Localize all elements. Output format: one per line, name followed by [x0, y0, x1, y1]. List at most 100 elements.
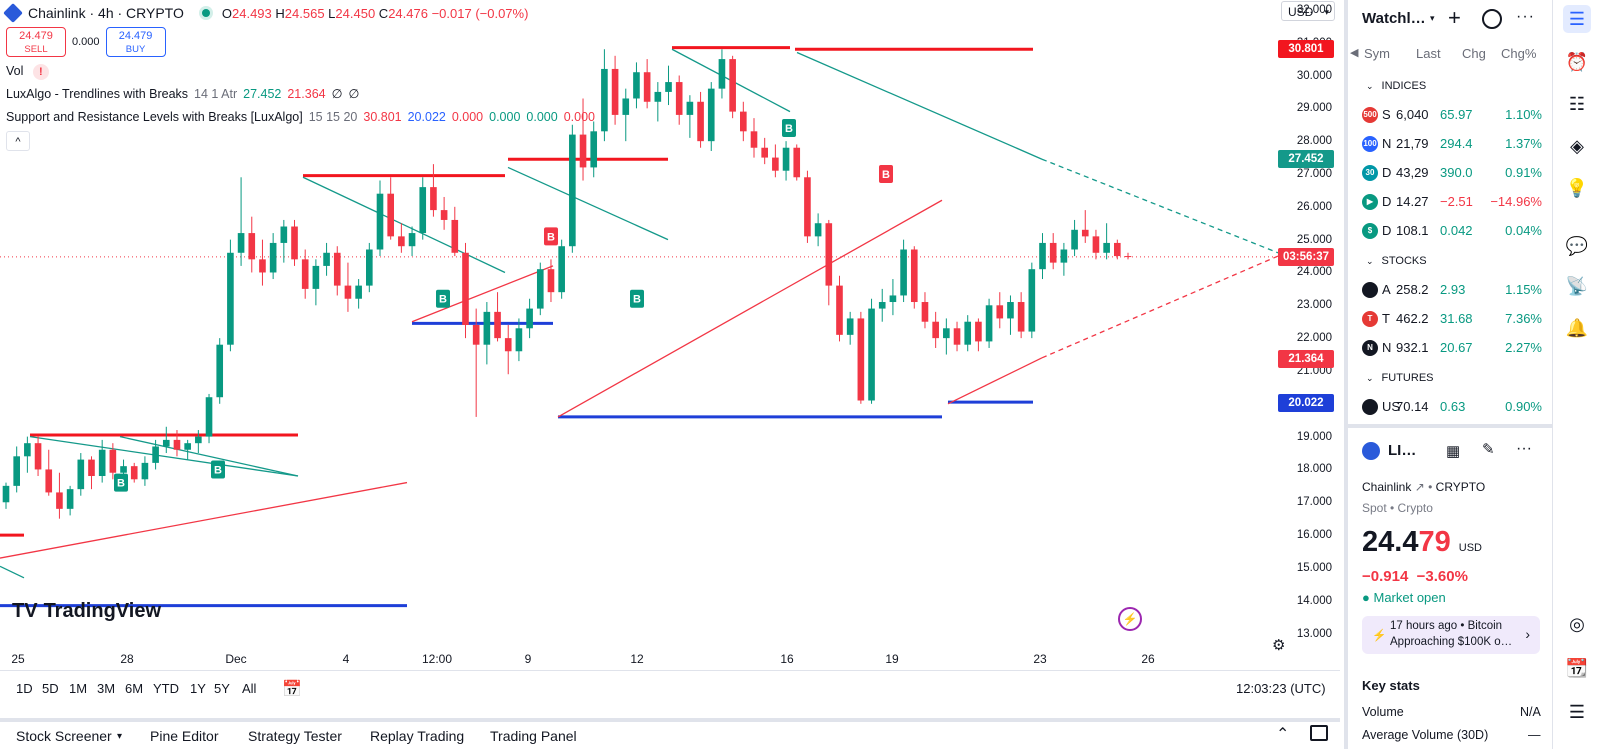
tab-strategy-tester[interactable]: Strategy Tester — [248, 728, 342, 744]
watchlist-row[interactable]: 100 N 21,79 294.4 1.37% — [1348, 129, 1556, 159]
notifications-bell-icon[interactable]: 🔔 — [1565, 318, 1589, 338]
lightning-icon[interactable]: ⚡ — [1118, 607, 1142, 631]
chevron-down-icon[interactable]: ▾ — [117, 731, 123, 742]
watchlist-list-icon[interactable]: ☰ — [1563, 5, 1591, 33]
alarm-clock-icon[interactable]: ⏰ — [1565, 52, 1589, 72]
details-symbol[interactable]: LI… — [1388, 442, 1417, 459]
add-list-icon[interactable]: ☷ — [1568, 94, 1586, 114]
break-marker — [114, 473, 128, 492]
candle-body — [611, 68, 619, 115]
candle-body — [34, 443, 42, 470]
edit-icon[interactable]: ✎ — [1482, 441, 1495, 458]
streams-icon[interactable]: 📡 — [1565, 276, 1589, 296]
watchlist-section-header[interactable]: ⌄ FUTURES — [1366, 372, 1434, 384]
candle-body — [836, 285, 843, 335]
range-5y-button[interactable]: 5Y — [214, 681, 230, 696]
time-axis[interactable]: 25 28 Dec 4 12:00 9 12 16 19 23 26 — [0, 650, 1278, 670]
watchlist-title[interactable]: Watchl… — [1362, 10, 1426, 27]
ideas-bulb-icon[interactable]: 💡 — [1565, 178, 1589, 198]
tab-stock-screener[interactable]: Stock Screener — [16, 728, 112, 744]
chevron-down-icon: ▾ — [1324, 7, 1329, 17]
trendline-down — [507, 166, 669, 241]
candle-body — [579, 134, 587, 168]
watchlist-row[interactable]: N N 932.1 20.67 2.27% — [1348, 333, 1556, 363]
watchlist-row[interactable]: A 258.2 2.93 1.15% — [1348, 275, 1556, 305]
watchlist-section-header[interactable]: ⌄ STOCKS — [1366, 255, 1427, 267]
collapse-legend-button[interactable]: ^ — [6, 131, 30, 151]
price-tick-label: 29.000 — [1296, 102, 1332, 115]
buy-button[interactable]: 24.479 BUY — [105, 27, 166, 57]
indicator-trendlines[interactable]: LuxAlgo - Trendlines with Breaks 14 1 Atr… — [6, 87, 360, 101]
symbol-title[interactable]: Chainlink · 4h · CRYPTO — [28, 5, 184, 21]
column-resize-icon[interactable]: ◀ — [1350, 47, 1359, 59]
date-range-calendar-icon[interactable]: 📅 — [282, 681, 302, 698]
column-chg[interactable]: Chg — [1462, 46, 1486, 61]
more-options-icon[interactable]: ··· — [1516, 440, 1532, 457]
trendline-up — [947, 357, 1043, 405]
watchlist-row[interactable]: 500 S 6,040 65.97 1.10% — [1348, 100, 1556, 130]
column-chg-pct[interactable]: Chg% — [1501, 46, 1537, 61]
tab-pine-editor[interactable]: Pine Editor — [150, 728, 219, 744]
layers-icon[interactable]: ◈ — [1570, 136, 1584, 156]
trendline-up — [0, 481, 408, 559]
price-scale[interactable]: 32.00031.00030.00029.00028.00027.00026.0… — [1278, 0, 1340, 650]
watchlist-symbol: S — [1382, 107, 1391, 122]
candle-body — [932, 321, 939, 339]
tab-trading-panel[interactable]: Trading Panel — [490, 728, 577, 744]
candle-body — [1060, 249, 1068, 263]
chart-pane[interactable]: B B B B B B B Chainlink · 4h · CRYPTO O24.493 … — [0, 0, 1340, 670]
watchlist-section-header[interactable]: ⌄ INDICES — [1366, 80, 1427, 92]
range-ytd-button[interactable]: YTD — [153, 681, 179, 696]
candle-body — [259, 259, 266, 273]
watchlist-row[interactable]: T T 462.2 31.68 7.36% — [1348, 304, 1556, 334]
range-1d-button[interactable]: 1D — [16, 681, 33, 696]
indicator-vol[interactable]: Vol ! — [6, 60, 906, 83]
utc-clock[interactable]: 12:03:23 (UTC) — [1236, 681, 1326, 696]
currency-select[interactable]: USD ▾ — [1281, 1, 1335, 21]
range-1m-button[interactable]: 1M — [69, 681, 88, 696]
external-link-icon[interactable]: ↗ — [1414, 480, 1425, 494]
time-tick-label: 16 — [780, 652, 794, 666]
sell-button[interactable]: 24.479 SELL — [6, 27, 66, 57]
price-tick-label: 24.000 — [1296, 266, 1332, 279]
break-marker-label: B — [117, 478, 125, 490]
tab-replay-trading[interactable]: Replay Trading — [370, 728, 465, 744]
chevron-down-icon[interactable]: ▾ — [1430, 13, 1435, 23]
candle-body — [152, 446, 159, 463]
watchlist-row[interactable]: ▶ D 14.27 −2.51 −14.96% — [1348, 187, 1556, 217]
candle-body — [483, 311, 491, 345]
maximize-panel-icon[interactable] — [1310, 725, 1328, 741]
target-icon[interactable]: ◎ — [1569, 614, 1585, 634]
add-symbol-icon[interactable]: + — [1448, 5, 1461, 30]
price-chart[interactable]: B B B B B B B — [0, 0, 1278, 650]
chat-icon[interactable]: 💬 — [1565, 236, 1589, 256]
column-sym[interactable]: Sym — [1364, 46, 1390, 61]
watchlist-row[interactable]: 30 D 43,29 390.0 0.91% — [1348, 158, 1556, 188]
candle-body — [814, 223, 822, 237]
collapse-panel-icon[interactable]: ⌃ — [1276, 726, 1290, 743]
news-card[interactable]: ⚡ 17 hours ago • Bitcoin Approaching $10… — [1362, 616, 1540, 654]
watchlist-symbol: N — [1382, 136, 1392, 151]
watchlist-list[interactable]: ⌄ INDICES 500 S 6,040 65.97 1.10% 100 N 21,79 294.… — [1348, 70, 1556, 422]
range-3m-button[interactable]: 3M — [97, 681, 116, 696]
range-1y-button[interactable]: 1Y — [190, 681, 206, 696]
chart-settings-gear-icon[interactable]: ⚙ — [1272, 637, 1286, 654]
range-5d-button[interactable]: 5D — [42, 681, 59, 696]
calendar-icon[interactable]: 📆 — [1565, 658, 1589, 678]
layout-grid-icon[interactable]: ▦ — [1446, 443, 1461, 460]
market-status: ● Market open — [1362, 590, 1446, 605]
help-menu-icon[interactable]: ☰ — [1568, 702, 1586, 722]
advanced-view-icon[interactable] — [1482, 9, 1502, 29]
candle-body — [782, 147, 790, 171]
more-options-icon[interactable]: ··· — [1516, 8, 1535, 25]
column-last[interactable]: Last — [1416, 46, 1441, 61]
indicator-support-resistance[interactable]: Support and Resistance Levels with Break… — [6, 110, 595, 124]
candle-body — [996, 305, 1004, 319]
watchlist-row[interactable]: US 70.14 0.63 0.90% — [1348, 392, 1556, 422]
watchlist-row[interactable]: $ D 108.1 0.042 0.04% — [1348, 216, 1556, 246]
time-tick-label: 12:00 — [421, 652, 453, 666]
range-all-button[interactable]: All — [242, 681, 257, 696]
candle-body — [184, 443, 191, 450]
range-6m-button[interactable]: 6M — [125, 681, 144, 696]
candle-body — [889, 295, 897, 303]
